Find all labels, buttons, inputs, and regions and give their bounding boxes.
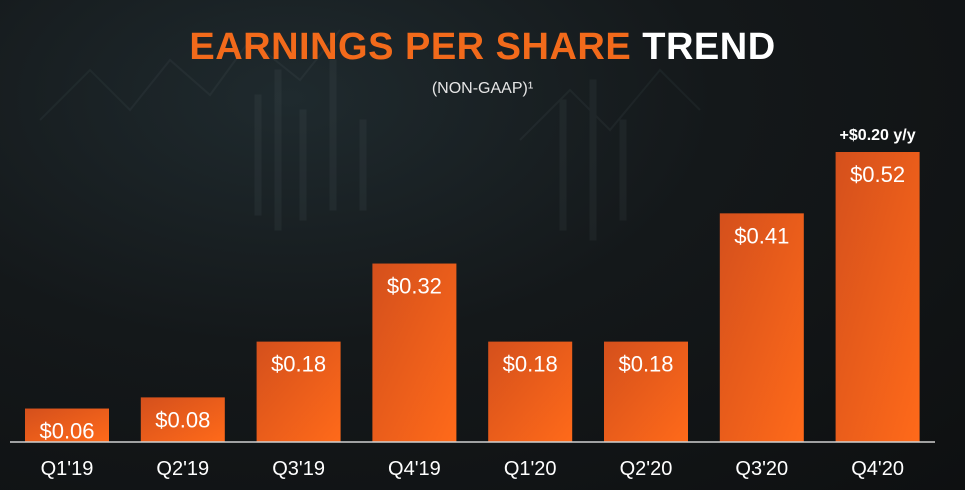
bar-q120: [488, 341, 573, 442]
x-tick-label: Q2'20: [620, 458, 673, 480]
x-tick-label: Q4'20: [851, 458, 904, 480]
x-tick-label: Q3'19: [272, 458, 325, 480]
bar-q319: [256, 341, 341, 442]
title-accent: EARNINGS PER SHARE: [189, 26, 632, 68]
x-tick-label: Q1'19: [41, 458, 94, 480]
x-tick-label: Q3'20: [735, 458, 788, 480]
bar-q119: [25, 408, 109, 442]
bar-value-label: $0.41: [734, 223, 789, 248]
bar-value-label: $0.32: [387, 274, 442, 299]
bar-value-label: $0.18: [618, 352, 673, 377]
bar-q220: [604, 341, 688, 442]
bar-value-label: $0.18: [503, 352, 558, 377]
title-rest: TREND: [642, 26, 776, 68]
x-tick-label: Q2'19: [156, 458, 209, 480]
bar-q419: [372, 263, 457, 442]
x-axis-ticks: Q1'19 Q2'19 Q3'19 Q4'19 Q1'20 Q2'20 Q3'20 Q4'20: [41, 458, 904, 480]
bar-value-label: $0.08: [155, 407, 210, 432]
bar-value-label: $0.06: [39, 419, 94, 444]
x-tick-label: Q4'19: [388, 458, 441, 480]
x-tick-label: Q1'20: [504, 458, 557, 480]
bar-value-label: $0.52: [850, 162, 905, 187]
yoy-annotation: +$0.20 y/y: [840, 127, 916, 144]
chart-subtitle: (NON-GAAP)¹: [431, 80, 534, 97]
bar-value-label: $0.18: [271, 352, 326, 377]
bars-group: $0.06 $0.08 $0.18 $0.32 $0.18 $0.18 $0.41 $0.52…: [25, 127, 920, 444]
bar-q420: [835, 152, 920, 442]
chart-title: EARNINGS PER SHARE TREND: [0, 26, 965, 69]
bar-q219: [140, 397, 225, 442]
bar-q320: [719, 213, 804, 442]
